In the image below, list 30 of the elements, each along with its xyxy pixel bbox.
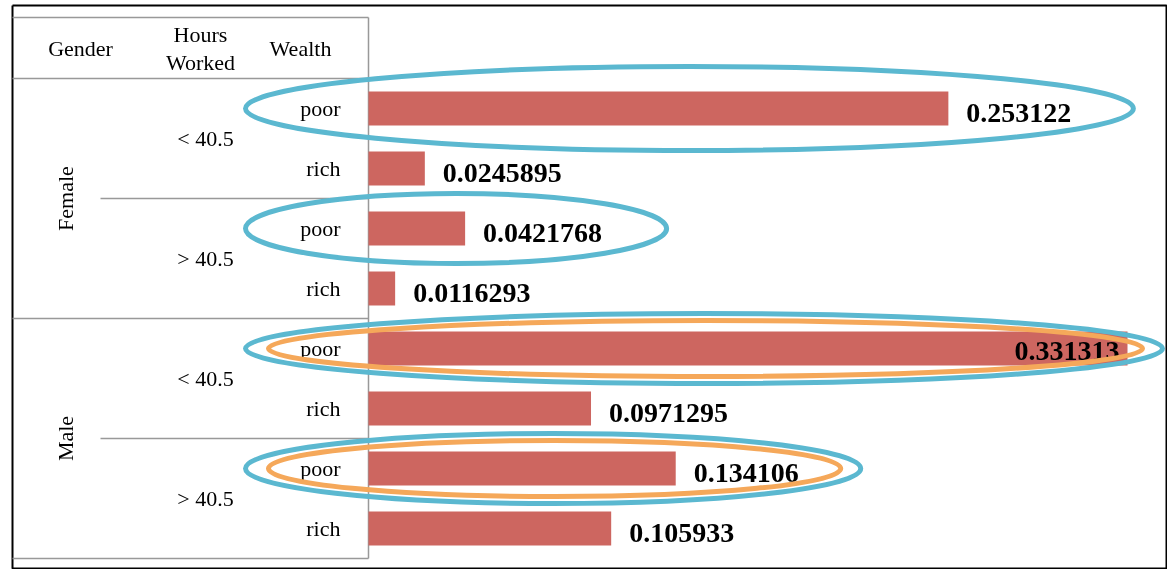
bar bbox=[368, 451, 676, 486]
y-tick-label: poor bbox=[300, 456, 342, 481]
y-tick-label: rich bbox=[306, 276, 341, 301]
bar bbox=[368, 511, 612, 546]
data-label: 0.253122 bbox=[966, 96, 1072, 128]
text: Gender bbox=[48, 36, 114, 61]
y-tick-label: rich bbox=[306, 396, 341, 421]
bar bbox=[368, 271, 396, 306]
data-label: 0.134106 bbox=[693, 456, 799, 488]
bar bbox=[368, 91, 949, 126]
text: Wealth bbox=[269, 36, 332, 61]
text: > 40.5 bbox=[177, 486, 234, 511]
bar bbox=[368, 211, 466, 246]
text: < 40.5 bbox=[177, 366, 234, 391]
text: Male bbox=[53, 415, 78, 462]
data-label: 0.105933 bbox=[629, 516, 735, 548]
y-tick-label: poor bbox=[300, 216, 342, 241]
y-tick-label: rich bbox=[306, 516, 341, 541]
text: < 40.5 bbox=[177, 126, 234, 151]
data-label: 0.0245895 bbox=[442, 156, 562, 188]
y-tick-label: rich bbox=[306, 156, 341, 181]
data-label: 0.0971295 bbox=[609, 396, 729, 428]
text: Hours Worked bbox=[165, 22, 236, 75]
bar bbox=[368, 151, 425, 186]
data-label: 0.0116293 bbox=[413, 276, 531, 308]
text: Female bbox=[53, 166, 78, 231]
text: > 40.5 bbox=[177, 246, 234, 271]
data-label: 0.0421768 bbox=[483, 216, 603, 248]
bar bbox=[368, 391, 592, 426]
y-tick-label: poor bbox=[300, 96, 342, 121]
